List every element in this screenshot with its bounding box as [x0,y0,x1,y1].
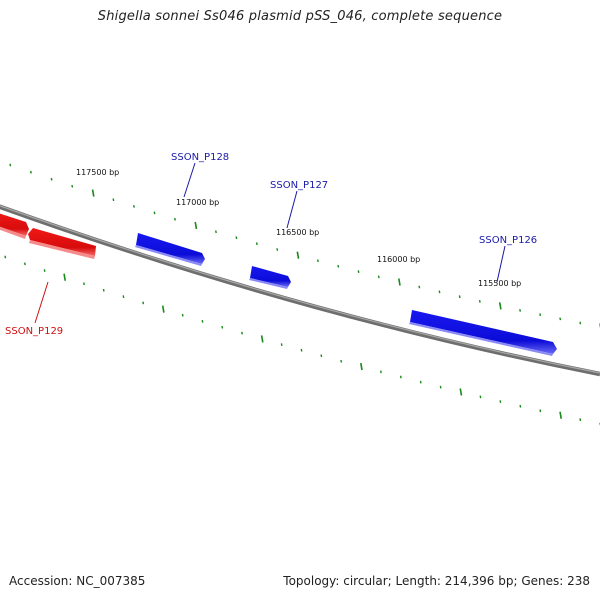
gene-label-sson-p127[interactable]: SSON_P127 [270,180,328,191]
gene-label-sson-p126[interactable]: SSON_P126 [479,235,537,246]
minor-tick [539,313,542,317]
gene-label-sson-p128[interactable]: SSON_P128 [171,152,229,163]
plasmid-backbone [0,204,600,377]
minor-tick [71,184,74,188]
minor-tick [201,319,204,323]
tick-label-116500: 116500 bp [276,228,319,237]
minor-tick [153,211,156,215]
minor-tick [122,295,125,299]
major-tick [194,221,198,230]
tick-label-117000: 117000 bp [176,198,219,207]
minor-tick [276,248,279,251]
minor-tick [316,259,319,263]
label-line-sson-p126 [496,245,506,283]
gene-sson-p129[interactable] [28,228,96,259]
inner-tick-ring [4,255,600,426]
minor-tick [255,242,258,246]
minor-tick [439,385,442,389]
minor-tick [399,375,402,379]
minor-tick [579,321,582,325]
minor-tick [241,331,243,335]
plasmid-backbone-highlight [0,205,600,374]
label-line-sson-p128 [183,162,196,198]
minor-tick [559,317,562,321]
minor-tick [357,270,360,273]
minor-tick [539,409,542,413]
minor-tick [83,282,85,286]
minor-tick [4,255,7,259]
minor-tick [300,348,303,352]
minor-tick [320,354,323,358]
minor-tick [142,301,145,305]
map-title: Shigella sonnei Ss046 plasmid pSS_046, c… [97,9,503,24]
gene-sson-p126[interactable] [409,310,557,356]
major-tick [63,273,67,281]
minor-tick [479,395,482,399]
label-line-sson-p127 [286,190,298,229]
minor-tick [579,418,582,422]
minor-tick [50,177,53,181]
major-tick [398,278,401,286]
minor-tick [419,380,422,384]
minor-tick [29,170,32,174]
minor-tick [418,285,421,289]
topology-summary: Topology: circular; Length: 214,396 bp; … [283,574,590,588]
major-tick [161,305,165,313]
minor-tick [221,325,224,329]
minor-tick [438,290,441,294]
tick-label-116000: 116000 bp [377,255,420,264]
minor-tick [478,299,481,303]
minor-tick [379,370,382,374]
minor-tick [519,308,521,312]
major-tick [498,302,502,310]
minor-tick [377,275,380,279]
minor-tick [181,313,184,317]
tick-label-117500: 117500 bp [76,168,119,177]
minor-tick [174,217,176,221]
minor-tick [458,295,461,299]
minor-tick [215,230,217,234]
minor-tick [519,404,522,408]
minor-tick [280,343,283,347]
gene-label-sson-p129[interactable]: SSON_P129 [5,326,63,337]
minor-tick [112,198,115,202]
gene-sson-p127[interactable] [249,266,291,289]
major-tick [296,251,300,259]
major-tick [360,362,363,371]
minor-tick [235,236,238,240]
minor-tick [23,262,26,266]
tick-label-115500: 115500 bp [478,279,521,288]
minor-tick [337,264,340,268]
minor-tick [102,288,105,292]
minor-tick [133,205,135,208]
accession-text: Accession: NC_007385 [9,574,146,588]
major-tick [91,189,95,197]
major-tick [459,388,463,396]
outer-tick-ring [9,163,600,329]
gene-sson-p128[interactable] [135,233,205,266]
major-tick [559,411,563,419]
minor-tick [9,163,12,167]
minor-tick [43,269,46,272]
major-tick [260,335,264,343]
minor-tick [499,400,502,403]
gene-reverse-left-partial[interactable] [0,212,29,239]
label-line-sson-p129 [34,281,49,324]
minor-tick [340,359,343,363]
